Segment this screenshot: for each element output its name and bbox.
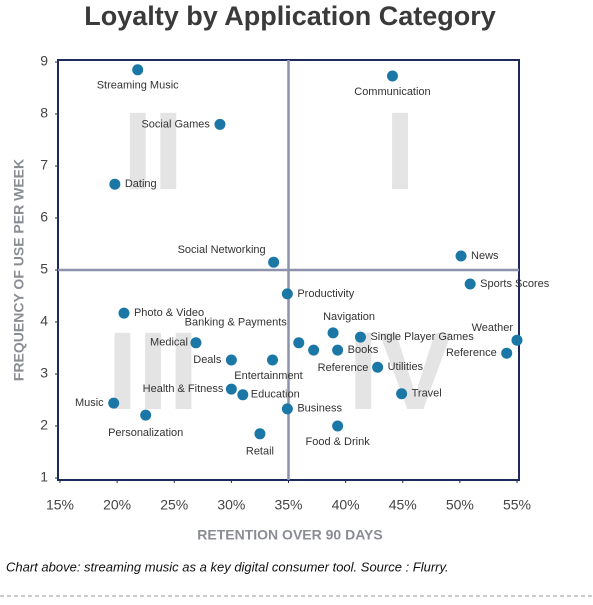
point-label: Utilities — [388, 361, 424, 373]
point-label: Banking & Payments — [185, 317, 288, 329]
y-tick-label: 3 — [40, 365, 48, 381]
point-label: Personalization — [108, 427, 183, 439]
point — [190, 337, 202, 349]
point-label: Medical — [150, 337, 188, 349]
point — [254, 428, 266, 440]
point — [109, 178, 121, 190]
point-label: Social Games — [141, 118, 210, 130]
point-label: Single Player Games — [370, 331, 474, 343]
point-label: Books — [348, 344, 379, 356]
point — [372, 361, 384, 373]
point — [396, 388, 408, 400]
x-tick-label: 15% — [46, 497, 74, 513]
point — [293, 337, 305, 349]
point-label: Sports Scores — [480, 278, 550, 290]
y-tick-label: 4 — [40, 313, 48, 329]
point — [118, 307, 130, 319]
x-tick-label: 35% — [274, 497, 302, 513]
point — [214, 118, 226, 130]
y-tick-label: 7 — [40, 157, 48, 173]
point — [308, 344, 320, 356]
point — [332, 420, 344, 432]
point-label: Reference — [446, 347, 497, 359]
point — [237, 389, 249, 401]
point — [354, 331, 366, 343]
caption: Chart above: streaming music as a key di… — [6, 559, 449, 574]
point — [225, 383, 237, 395]
point — [455, 250, 467, 262]
x-tick-label: 50% — [446, 497, 474, 513]
point — [108, 397, 120, 409]
point — [511, 334, 523, 346]
point — [268, 256, 280, 268]
y-tick-label: 8 — [40, 105, 48, 121]
x-tick-label: 55% — [503, 497, 531, 513]
x-tick-label: 30% — [217, 497, 245, 513]
point — [140, 409, 152, 421]
point — [267, 354, 279, 366]
quadrant-label: III — [107, 310, 199, 433]
point-label: Business — [297, 403, 342, 415]
point-label: Education — [251, 389, 300, 401]
point — [332, 344, 344, 356]
point — [386, 70, 398, 82]
point-label: Social Networking — [178, 244, 266, 256]
point-label: Health & Fitness — [143, 383, 224, 395]
x-tick-label: 45% — [389, 497, 417, 513]
point-label: Retail — [246, 446, 274, 458]
point-label: Dating — [125, 178, 157, 190]
point — [132, 64, 144, 76]
quadrant-label: II — [122, 90, 183, 213]
x-axis-label: RETENTION OVER 90 DAYS — [197, 527, 382, 543]
point-label: Navigation — [323, 311, 375, 323]
point — [501, 347, 513, 359]
point — [281, 403, 293, 415]
point-label: Productivity — [297, 288, 354, 300]
y-tick-label: 6 — [40, 209, 48, 225]
quadrant-label: I — [385, 90, 416, 213]
x-tick-label: 40% — [332, 497, 360, 513]
quadrant-label: IV — [348, 310, 452, 433]
point-label: Music — [75, 397, 104, 409]
point-label: Communication — [354, 86, 430, 98]
y-tick-label: 5 — [40, 261, 48, 277]
point-label: Photo & Video — [134, 307, 204, 319]
chart-title: Loyalty by Application Category — [84, 1, 496, 31]
point-label: Weather — [472, 322, 514, 334]
y-tick-label: 1 — [40, 469, 48, 485]
x-tick-label: 20% — [103, 497, 131, 513]
point-label: News — [471, 250, 499, 262]
point — [281, 288, 293, 300]
x-tick-label: 25% — [160, 497, 188, 513]
point — [225, 354, 237, 366]
point — [327, 327, 339, 339]
y-axis-label: FREQUENCY OF USE PER WEEK — [11, 159, 27, 381]
point-label: Travel — [412, 388, 442, 400]
point-label: Streaming Music — [97, 80, 179, 92]
point — [464, 278, 476, 290]
point-label: Deals — [193, 354, 222, 366]
point-label: Food & Drink — [306, 436, 371, 448]
point-label: Reference — [318, 362, 369, 374]
point-label: Entertainment — [234, 370, 302, 382]
y-tick-label: 9 — [40, 53, 48, 69]
y-tick-label: 2 — [40, 417, 48, 433]
